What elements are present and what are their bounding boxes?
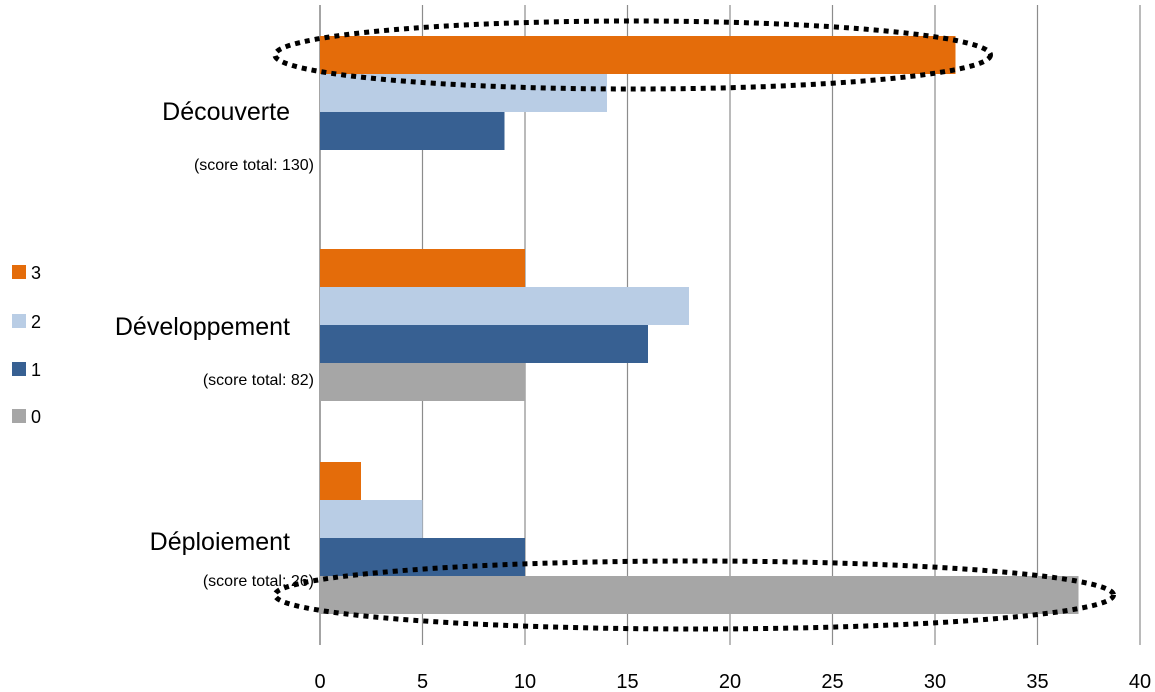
bar-2 [320,74,607,112]
bar-1 [320,112,505,150]
category-label: Découverte [162,98,290,126]
bar-3 [320,249,525,287]
category-labels: Découverte (score total: 130) Développemen… [115,98,314,590]
legend-swatch [12,265,26,279]
bar-3 [320,36,956,74]
x-tick-label: 5 [417,671,428,692]
highlight-ellipses [272,18,1116,632]
category-label: Développement [115,313,290,341]
legend-swatch [12,314,26,328]
highlight-ellipse [272,558,1116,632]
legend: 3 2 1 0 [12,263,41,427]
highlight-ellipse [272,18,993,92]
x-tick-labels: 0 5 10 15 20 25 30 35 40 [314,671,1151,692]
x-tick-label: 35 [1026,671,1048,692]
bar-1 [320,538,525,576]
x-tick-label: 20 [719,671,741,692]
bar-2 [320,287,689,325]
category-subtitle: (score total: 130) [194,157,314,174]
x-tick-label: 25 [821,671,843,692]
x-tick-label: 15 [616,671,638,692]
bar-0 [320,576,1079,614]
bar-1 [320,325,648,363]
bar-0 [320,363,525,401]
legend-label: 2 [31,312,41,332]
bars [320,36,1079,614]
legend-swatch [12,362,26,376]
category-subtitle: (score total: 82) [203,372,314,389]
bar-2 [320,500,423,538]
legend-swatch [12,409,26,423]
legend-label: 0 [31,407,41,427]
x-tick-label: 10 [514,671,536,692]
x-tick-label: 30 [924,671,946,692]
legend-label: 1 [31,360,41,380]
x-tick-label: 0 [314,671,325,692]
x-tick-label: 40 [1129,671,1151,692]
bar-3 [320,462,361,500]
category-subtitle: (score total: 26) [203,573,314,590]
legend-label: 3 [31,263,41,283]
category-label: Déploiement [150,528,290,556]
